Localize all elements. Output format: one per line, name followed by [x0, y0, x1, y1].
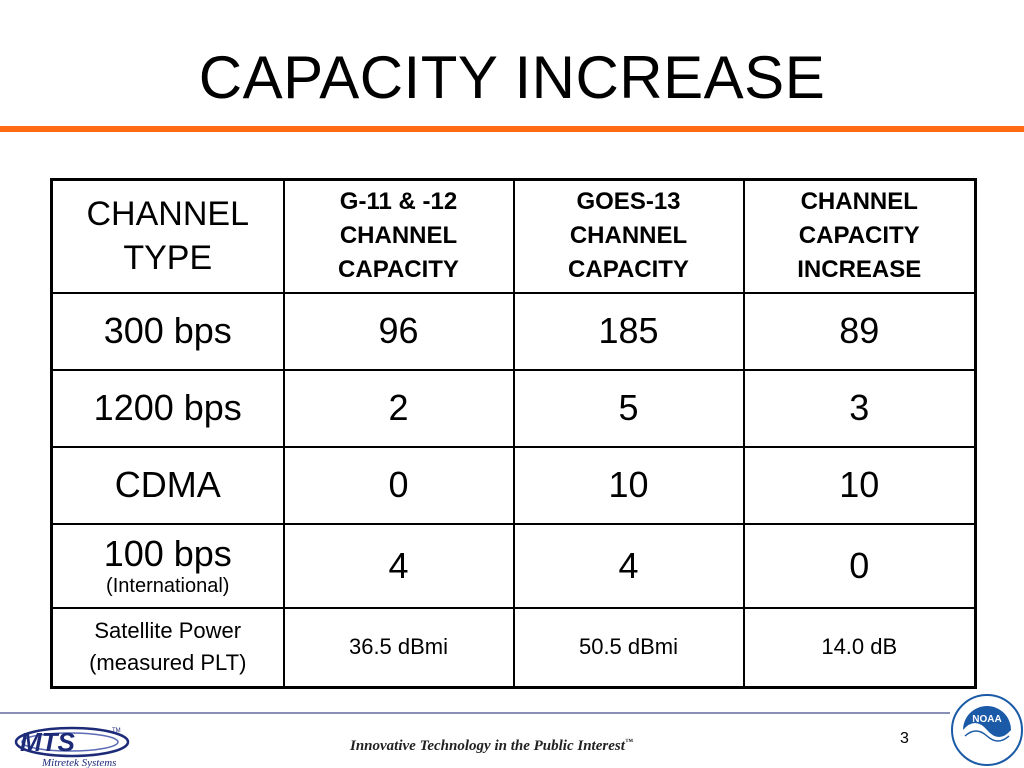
- table-cell: 185: [512, 291, 745, 371]
- header-label: CHANNEL CAPACITY INCREASE: [797, 188, 922, 284]
- tagline-text: Innovative Technology in the Public Inte…: [350, 738, 625, 754]
- tagline-trademark: ™: [624, 737, 633, 746]
- row-label: Satellite Power (measured PLT): [50, 606, 285, 689]
- table-cell: 3: [742, 368, 977, 448]
- noaa-seal-icon: NOAA: [951, 694, 1023, 766]
- header-label: GOES-13 CHANNEL CAPACITY: [568, 188, 689, 284]
- header-capacity-increase: CHANNEL CAPACITY INCREASE: [742, 178, 977, 294]
- footer-tagline: Innovative Technology in the Public Inte…: [350, 737, 633, 755]
- table-cell: 0: [282, 445, 515, 525]
- table-cell: 36.5 dBmi: [282, 606, 515, 689]
- header-g11-capacity: G-11 & -12 CHANNEL CAPACITY: [282, 178, 515, 294]
- table-cell: 5: [512, 368, 745, 448]
- table-cell: 50.5 dBmi: [512, 606, 745, 689]
- table-cell: 14.0 dB: [742, 606, 977, 689]
- table-cell: 89: [742, 291, 977, 371]
- row-label: 100 bps (International): [50, 522, 285, 609]
- table-row: CDMA 0 10 10: [50, 445, 977, 525]
- mts-logo-text: MTS: [20, 727, 76, 757]
- table-cell: 0: [742, 522, 977, 609]
- table-header-row: CHANNEL TYPE G-11 & -12 CHANNEL CAPACITY…: [50, 178, 977, 294]
- row-label-note: (International): [106, 574, 230, 597]
- row-label: 1200 bps: [50, 368, 285, 448]
- header-label: CHANNEL TYPE: [86, 195, 249, 278]
- row-label: CDMA: [50, 445, 285, 525]
- row-label: 300 bps: [50, 291, 285, 371]
- table-row: 100 bps (International) 4 4 0: [50, 522, 977, 609]
- table-cell: 10: [742, 445, 977, 525]
- table-cell: 4: [282, 522, 515, 609]
- title-underline: [0, 126, 1024, 132]
- satellite-power-row: Satellite Power (measured PLT) 36.5 dBmi…: [50, 606, 977, 689]
- table-cell: 10: [512, 445, 745, 525]
- row-label-main: 100 bps: [103, 532, 232, 574]
- capacity-table: CHANNEL TYPE G-11 & -12 CHANNEL CAPACITY…: [50, 178, 977, 689]
- page-number: 3: [900, 730, 909, 747]
- mitretek-logo: MTS TM Mitretek Systems: [14, 726, 130, 768]
- header-channel-type: CHANNEL TYPE: [50, 178, 285, 294]
- slide-title: CAPACITY INCREASE: [198, 44, 826, 111]
- header-label: G-11 & -12 CHANNEL CAPACITY: [338, 188, 459, 284]
- table-cell: 96: [282, 291, 515, 371]
- table-cell: 4: [512, 522, 745, 609]
- header-goes13-capacity: GOES-13 CHANNEL CAPACITY: [512, 178, 745, 294]
- table-cell: 2: [282, 368, 515, 448]
- table-row: 300 bps 96 185 89: [50, 291, 977, 371]
- noaa-seal-text: NOAA: [972, 714, 1001, 725]
- mts-logo-sub: Mitretek Systems: [41, 757, 116, 768]
- mts-logo-mark: TM: [112, 728, 121, 734]
- footer-divider: [0, 712, 950, 714]
- table-row: 1200 bps 2 5 3: [50, 368, 977, 448]
